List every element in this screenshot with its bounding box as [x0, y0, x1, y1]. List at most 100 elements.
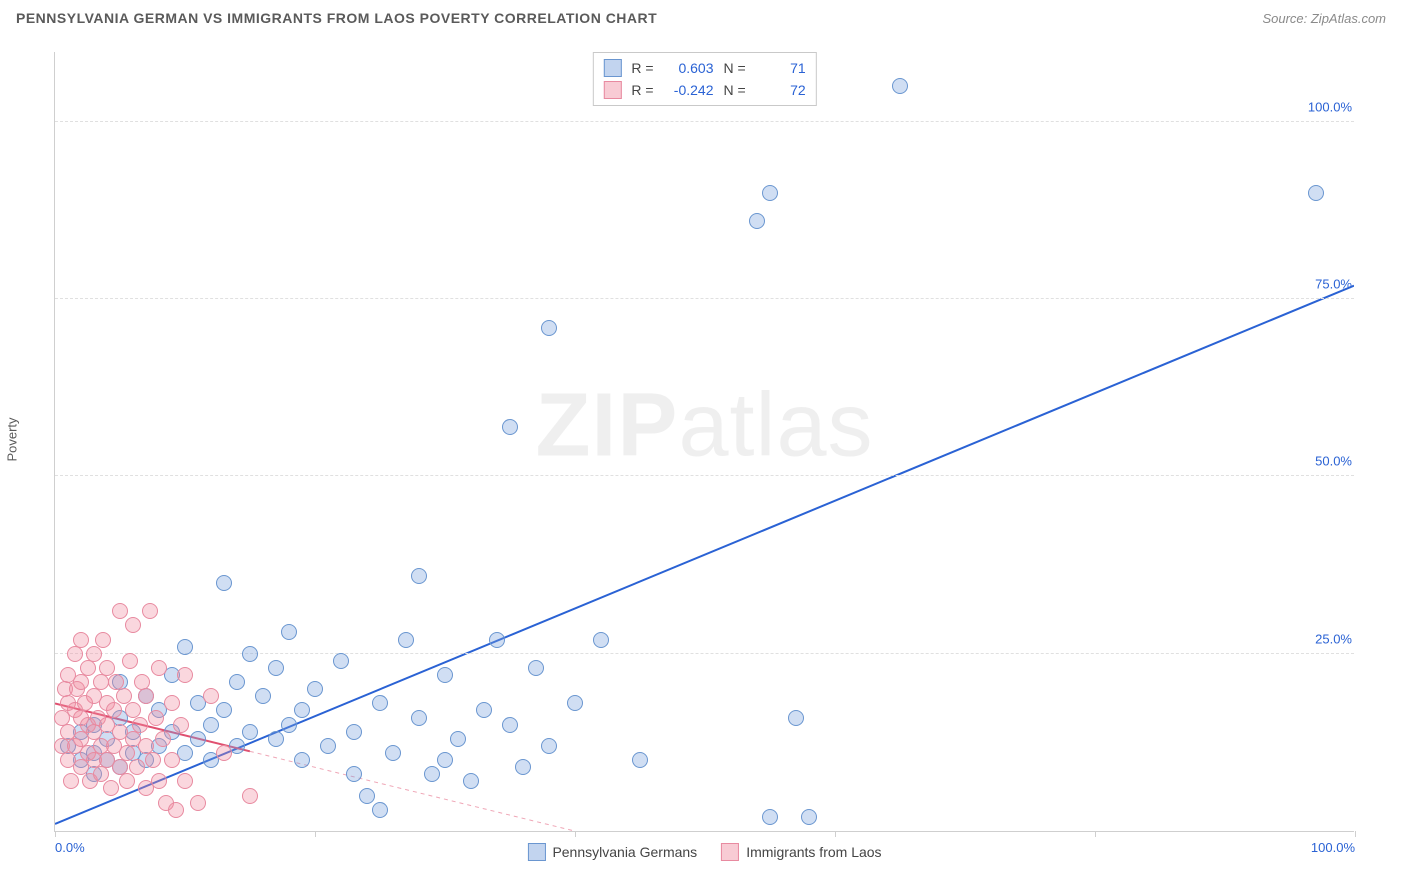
data-point: [528, 660, 544, 676]
watermark-bold: ZIP: [535, 375, 678, 475]
data-point: [437, 752, 453, 768]
data-point: [463, 773, 479, 789]
data-point: [229, 674, 245, 690]
data-point: [892, 78, 908, 94]
data-point: [132, 717, 148, 733]
data-point: [632, 752, 648, 768]
data-point: [106, 702, 122, 718]
data-point: [320, 738, 336, 754]
data-point: [93, 766, 109, 782]
gridline: [55, 475, 1354, 476]
x-tick: [1355, 831, 1356, 837]
data-point: [164, 752, 180, 768]
x-tick: [55, 831, 56, 837]
data-point: [138, 688, 154, 704]
x-tick: [1095, 831, 1096, 837]
data-point: [73, 632, 89, 648]
data-point: [242, 724, 258, 740]
r-label: R =: [631, 57, 653, 79]
y-tick-label: 100.0%: [1308, 99, 1356, 114]
chart-container: Poverty ZIPatlas R = 0.603 N = 71 R = -0…: [16, 32, 1396, 832]
data-point: [489, 632, 505, 648]
x-tick: [575, 831, 576, 837]
data-point: [112, 603, 128, 619]
chart-source: Source: ZipAtlas.com: [1262, 11, 1386, 26]
stats-row: R = -0.242 N = 72: [603, 79, 805, 101]
data-point: [593, 632, 609, 648]
data-point: [63, 773, 79, 789]
legend-item: Pennsylvania Germans: [527, 843, 697, 861]
data-point: [145, 752, 161, 768]
data-point: [281, 624, 297, 640]
data-point: [80, 660, 96, 676]
data-point: [437, 667, 453, 683]
legend-label: Immigrants from Laos: [746, 844, 881, 860]
data-point: [168, 802, 184, 818]
data-point: [372, 695, 388, 711]
watermark-light: atlas: [678, 375, 873, 475]
n-label: N =: [724, 57, 746, 79]
data-point: [749, 213, 765, 229]
r-value: -0.242: [664, 79, 714, 101]
data-point: [385, 745, 401, 761]
pink-swatch-icon: [721, 843, 739, 861]
x-tick-label: 100.0%: [1311, 840, 1355, 855]
y-tick-label: 25.0%: [1315, 631, 1356, 646]
data-point: [242, 646, 258, 662]
data-point: [129, 759, 145, 775]
data-point: [119, 745, 135, 761]
chart-title: PENNSYLVANIA GERMAN VS IMMIGRANTS FROM L…: [16, 10, 657, 26]
data-point: [242, 788, 258, 804]
data-point: [502, 717, 518, 733]
data-point: [346, 766, 362, 782]
data-point: [73, 674, 89, 690]
data-point: [142, 603, 158, 619]
x-tick: [315, 831, 316, 837]
data-point: [125, 617, 141, 633]
data-point: [541, 738, 557, 754]
data-point: [450, 731, 466, 747]
data-point: [476, 702, 492, 718]
data-point: [177, 773, 193, 789]
n-value: 71: [756, 57, 806, 79]
r-label: R =: [631, 79, 653, 101]
data-point: [155, 731, 171, 747]
data-point: [788, 710, 804, 726]
data-point: [307, 681, 323, 697]
data-point: [541, 320, 557, 336]
y-axis-label: Poverty: [5, 417, 20, 461]
data-point: [216, 575, 232, 591]
legend-label: Pennsylvania Germans: [552, 844, 697, 860]
data-point: [359, 788, 375, 804]
y-tick-label: 75.0%: [1315, 277, 1356, 292]
stats-legend: R = 0.603 N = 71 R = -0.242 N = 72: [592, 52, 816, 106]
data-point: [294, 702, 310, 718]
r-value: 0.603: [664, 57, 714, 79]
trend-lines: [55, 52, 1354, 831]
data-point: [294, 752, 310, 768]
data-point: [67, 646, 83, 662]
watermark: ZIPatlas: [535, 374, 873, 477]
data-point: [762, 809, 778, 825]
data-point: [122, 653, 138, 669]
data-point: [281, 717, 297, 733]
data-point: [151, 773, 167, 789]
data-point: [255, 688, 271, 704]
data-point: [173, 717, 189, 733]
data-point: [190, 731, 206, 747]
data-point: [502, 419, 518, 435]
data-point: [398, 632, 414, 648]
data-point: [203, 688, 219, 704]
blue-swatch-icon: [527, 843, 545, 861]
data-point: [216, 745, 232, 761]
data-point: [268, 731, 284, 747]
chart-header: PENNSYLVANIA GERMAN VS IMMIGRANTS FROM L…: [0, 0, 1406, 32]
pink-swatch-icon: [603, 81, 621, 99]
data-point: [1308, 185, 1324, 201]
data-point: [164, 695, 180, 711]
data-point: [148, 710, 164, 726]
data-point: [801, 809, 817, 825]
legend-item: Immigrants from Laos: [721, 843, 881, 861]
gridline: [55, 121, 1354, 122]
data-point: [762, 185, 778, 201]
